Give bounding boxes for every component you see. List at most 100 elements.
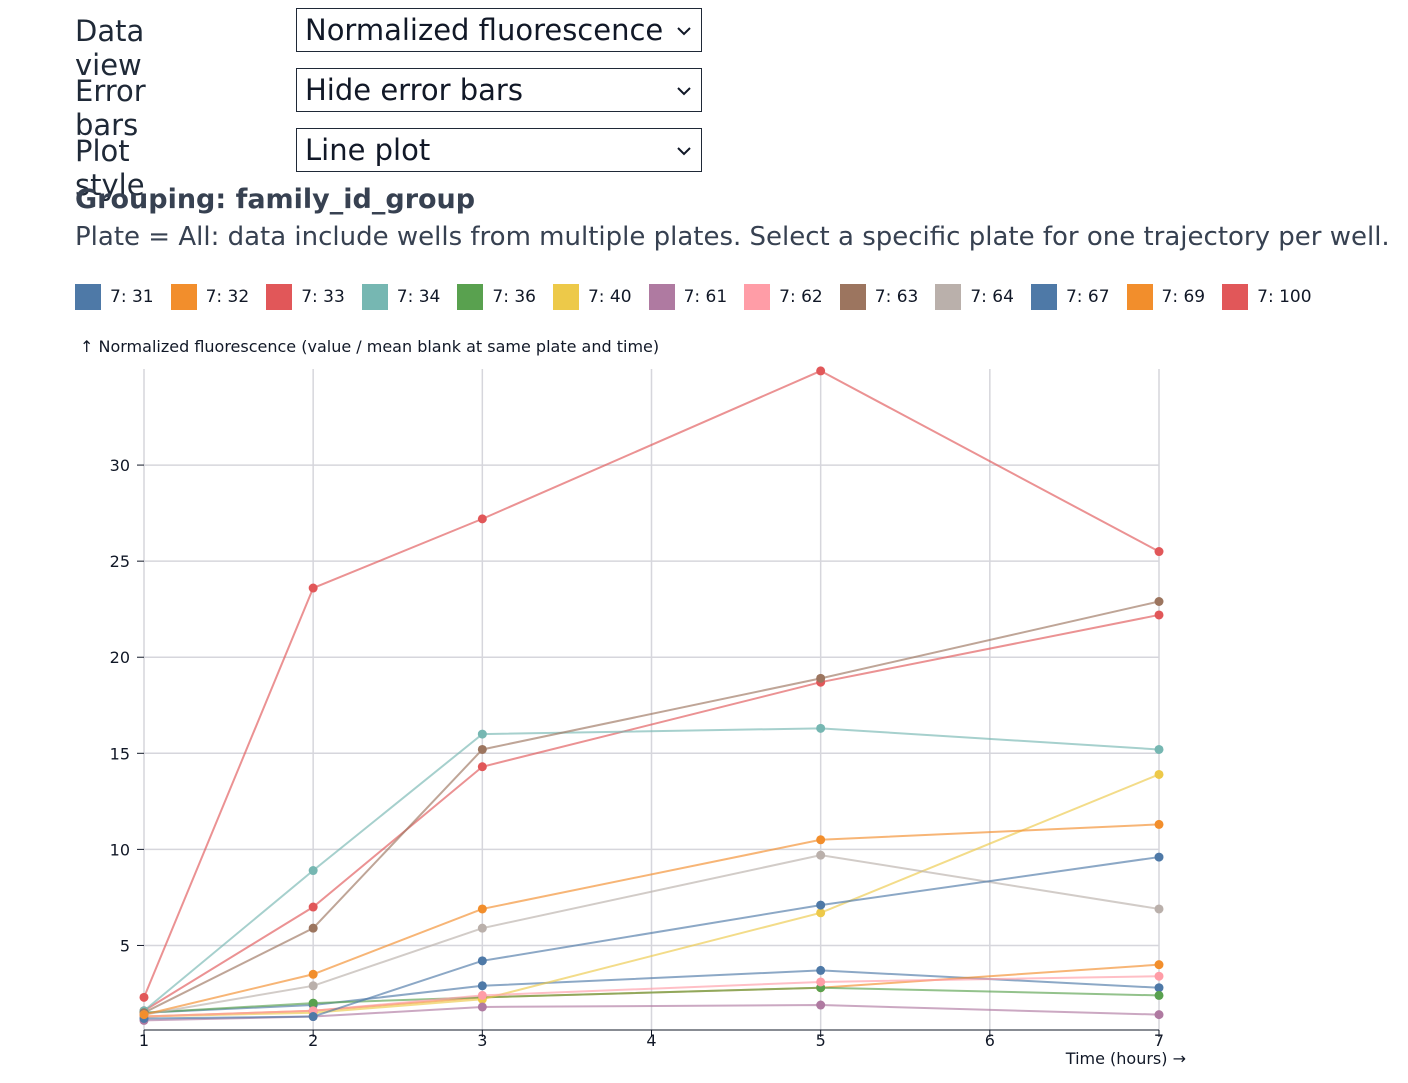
data-point <box>477 729 487 739</box>
data-point <box>308 1012 318 1022</box>
legend-swatch <box>935 284 962 310</box>
legend-item: 7: 61 <box>648 284 728 310</box>
legend-swatch <box>170 284 197 310</box>
data-point <box>1154 1010 1164 1020</box>
error-bars-select[interactable]: Hide error bars <box>296 68 702 112</box>
data-point <box>477 1002 487 1012</box>
plot-style-select[interactable]: Line plot <box>296 128 702 172</box>
legend-label: 7: 64 <box>970 287 1014 307</box>
data-point <box>1154 983 1164 993</box>
legend-item: 7: 67 <box>1030 284 1110 310</box>
legend-item: 7: 33 <box>266 284 345 310</box>
data-point <box>1154 960 1164 970</box>
legend-item: 7: 36 <box>457 284 536 310</box>
y-tick-label: 10 <box>110 840 130 859</box>
data-view-select[interactable]: Normalized fluorescence <box>296 8 702 52</box>
legend-label: 7: 63 <box>874 287 919 307</box>
data-point <box>308 981 318 991</box>
data-point <box>816 900 826 910</box>
data-point <box>139 992 149 1002</box>
chevron-down-icon <box>677 27 691 36</box>
legend-item: 7: 34 <box>361 284 441 310</box>
data-point <box>308 923 318 933</box>
legend-swatch <box>266 284 293 310</box>
data-point <box>308 902 318 912</box>
legend-swatch <box>744 284 771 310</box>
x-tick-label: 7 <box>1154 1031 1164 1050</box>
legend-label: 7: 61 <box>683 287 728 307</box>
legend-label: 7: 62 <box>779 287 823 307</box>
x-tick-label: 5 <box>816 1031 826 1050</box>
y-axis-label: ↑ Normalized fluorescence (value / mean … <box>80 337 659 356</box>
data-point <box>1154 610 1164 620</box>
x-tick-label: 3 <box>477 1031 487 1050</box>
data-point <box>477 923 487 933</box>
x-tick-label: 2 <box>308 1031 318 1050</box>
legend-swatch <box>839 284 866 310</box>
data-point <box>1154 904 1164 914</box>
legend-swatch <box>1222 284 1249 310</box>
data-point <box>308 583 318 593</box>
legend-label: 7: 67 <box>1065 287 1110 307</box>
data-point <box>816 965 826 975</box>
legend-item: 7: 62 <box>744 284 823 310</box>
data-point <box>1154 597 1164 607</box>
chart-legend: 7: 31 7: 32 7: 33 7: 34 7: 36 7: 40 7: 61 7: 62… <box>75 284 1329 310</box>
legend-swatch <box>361 284 388 310</box>
data-point <box>477 762 487 772</box>
legend-swatch <box>75 284 101 310</box>
x-axis-label: Time (hours) → <box>1065 1049 1186 1068</box>
data-point <box>477 514 487 524</box>
y-tick-label: 5 <box>120 936 130 955</box>
data-point <box>816 977 826 987</box>
legend-item: 7: 32 <box>170 284 249 310</box>
data-point <box>816 835 826 845</box>
legend-swatch <box>1126 284 1153 310</box>
legend-item: 7: 63 <box>839 284 919 310</box>
legend-item: 7: 40 <box>552 284 632 310</box>
data-point <box>477 981 487 991</box>
data-point <box>1154 971 1164 981</box>
data-point <box>816 850 826 860</box>
data-view-label: Data view <box>75 14 145 82</box>
line-chart: ↑ Normalized fluorescence (value / mean … <box>80 337 1186 1068</box>
data-point <box>477 744 487 754</box>
error-bars-value: Hide error bars <box>305 73 523 107</box>
data-point <box>1154 852 1164 862</box>
data-point <box>1154 547 1164 557</box>
data-point <box>1154 819 1164 829</box>
data-point <box>477 990 487 1000</box>
legend-swatch <box>552 284 579 310</box>
plot-style-value: Line plot <box>305 133 431 167</box>
chevron-down-icon <box>677 147 691 156</box>
legend-item: 7: 100 <box>1222 284 1312 310</box>
y-tick-label: 15 <box>110 744 130 763</box>
data-point <box>308 998 318 1008</box>
data-point <box>477 904 487 914</box>
legend-label: 7: 40 <box>587 287 632 307</box>
data-point <box>1154 744 1164 754</box>
data-point <box>477 956 487 966</box>
error-bars-label: Error bars <box>75 74 146 142</box>
y-tick-label: 25 <box>110 552 130 571</box>
legend-item: 7: 69 <box>1126 284 1206 310</box>
legend-label: 7: 36 <box>492 287 536 307</box>
legend-label: 7: 31 <box>110 287 154 307</box>
data-point <box>816 1000 826 1010</box>
legend-label: 7: 69 <box>1161 287 1206 307</box>
data-point <box>1154 769 1164 779</box>
legend-swatch <box>457 284 484 310</box>
legend-swatch <box>1030 284 1057 310</box>
data-point <box>1154 990 1164 1000</box>
data-view-value: Normalized fluorescence <box>305 13 664 47</box>
legend-swatch <box>648 284 675 310</box>
legend-label: 7: 100 <box>1257 287 1312 307</box>
legend-item: 7: 64 <box>935 284 1014 310</box>
plot-style-label: Plot style <box>75 134 145 202</box>
y-tick-label: 30 <box>110 456 130 475</box>
chevron-down-icon <box>677 87 691 96</box>
legend-label: 7: 34 <box>396 287 441 307</box>
data-point <box>139 1010 149 1020</box>
x-tick-label: 1 <box>139 1031 149 1050</box>
plate-note: Plate = All: data include wells from mul… <box>75 222 1390 252</box>
